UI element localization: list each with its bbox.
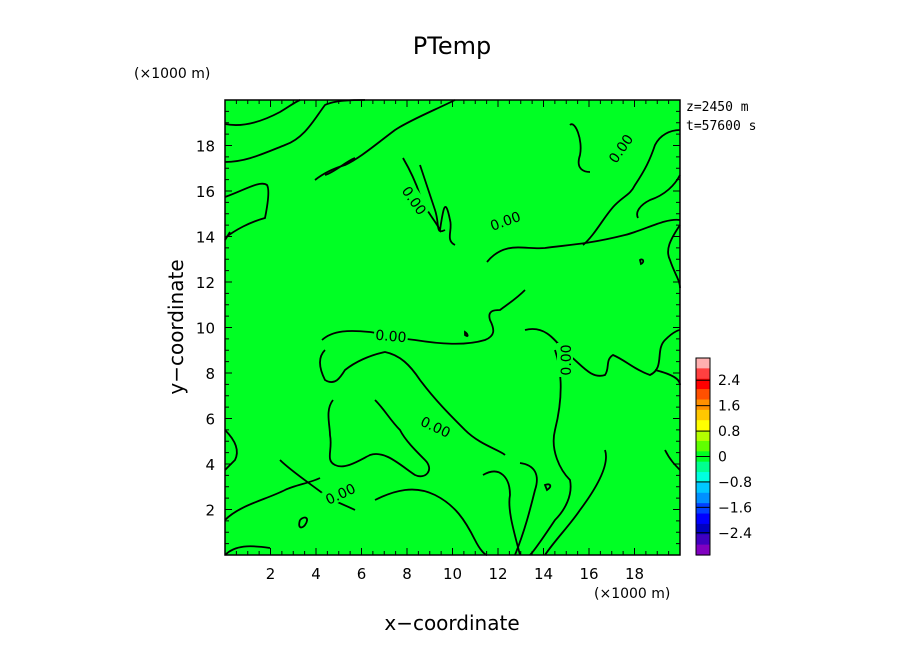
colorbar-swatch (696, 461, 710, 473)
contour-label-bg (557, 343, 573, 377)
colorbar-swatch (696, 430, 710, 442)
contour-line (374, 488, 488, 556)
contour-line (514, 462, 538, 556)
x-tick-label: 10 (443, 565, 462, 583)
colorbar-swatch (696, 389, 710, 401)
colorbar-swatch (696, 409, 710, 421)
colorbar-label: −1.6 (718, 500, 752, 516)
contour-line (224, 429, 238, 471)
x-tick-label: 4 (311, 565, 321, 583)
x-tick-label: 16 (579, 565, 598, 583)
colorbar-swatch (696, 534, 710, 546)
contour-label-bg (398, 181, 432, 219)
y-tick-label: 2 (205, 502, 215, 520)
x-unit-label: (×1000 m) (594, 586, 670, 602)
contour-line (544, 449, 607, 556)
contour-label: 0.00 (375, 328, 407, 347)
colorbar-swatch (696, 492, 710, 504)
contour-line (224, 182, 270, 239)
contour-line (486, 218, 681, 263)
x-tick-labels: 2 4 6 8 10 12 14 16 18 (266, 565, 644, 583)
contour-line (464, 330, 469, 337)
y-tick-label: 4 (205, 456, 215, 474)
contour-label-bg (603, 129, 637, 167)
y-tick-label: 8 (205, 365, 215, 383)
contour-line (638, 258, 645, 266)
colorbar-label: 2.4 (718, 373, 740, 389)
colorbar-label: 0 (718, 450, 727, 466)
colorbar-label: −0.8 (718, 475, 752, 491)
contour-line (529, 349, 572, 556)
x-tick-label: 6 (357, 565, 367, 583)
contour-line (582, 129, 681, 246)
x-tick-label: 18 (625, 565, 644, 583)
z-level-label: z=2450 m (686, 100, 749, 115)
contour-label-bg (486, 206, 524, 234)
colorbar-swatch (696, 440, 710, 452)
x-axis-title: x−coordinate (384, 611, 519, 635)
x-tick-label: 8 (402, 565, 412, 583)
contour-label-bg (417, 411, 455, 441)
y-tick-label: 18 (196, 138, 215, 156)
colorbar-swatch (696, 503, 710, 515)
colorbar-swatch (696, 482, 710, 494)
colorbar-swatch (696, 378, 710, 390)
field-fill (225, 100, 680, 555)
y-tick-label: 10 (196, 320, 215, 338)
colorbar-swatch (696, 513, 710, 525)
contour-line (298, 516, 308, 529)
y-axis-title: y−coordinate (164, 259, 188, 394)
plot-frame (224, 99, 681, 556)
time-label: t=57600 s (686, 119, 756, 134)
contour-lines (224, 99, 681, 556)
colorbar-swatch (696, 544, 710, 556)
contour-label: 0.00 (559, 344, 575, 375)
colorbar-swatch (696, 368, 710, 380)
x-tick-label: 12 (488, 565, 507, 583)
y-tick-labels: 2 4 6 8 10 12 14 16 18 (196, 138, 215, 520)
colorbar-swatch (696, 523, 710, 535)
y-tick-label: 14 (196, 229, 215, 247)
colorbar-swatch (696, 399, 710, 411)
colorbar-labels: 2.4 1.6 0.8 0 −0.8 −1.6 −2.4 (696, 373, 752, 542)
contour-line (224, 99, 301, 126)
contour-line (224, 477, 321, 521)
y-tick-label: 12 (196, 274, 215, 292)
contour-line (482, 470, 521, 556)
contour-label-bg (321, 478, 359, 508)
contour-line (327, 399, 430, 478)
contour-line (321, 289, 526, 345)
contour-line (636, 174, 681, 219)
contour-line (667, 224, 681, 289)
contour-label-bg (373, 325, 409, 345)
contour-line (402, 157, 456, 246)
colorbar-swatch (696, 358, 710, 369)
colorbar-label: 0.8 (718, 424, 740, 440)
x-tick-label: 14 (534, 565, 553, 583)
chart-title: PTemp (413, 32, 491, 60)
contour-line (319, 349, 506, 456)
y-tick-label: 6 (205, 411, 215, 429)
y-tick-label: 16 (196, 183, 215, 201)
contour-line (543, 483, 552, 492)
colorbar-swatch (696, 420, 710, 432)
contour-line (224, 545, 271, 556)
contour-line (664, 449, 681, 471)
contour-line (314, 99, 456, 181)
colorbar-label: 1.6 (718, 399, 740, 415)
y-unit-label: (×1000 m) (134, 66, 210, 82)
contour-line (324, 157, 356, 176)
colorbar-label: −2.4 (718, 526, 752, 542)
contour-line (419, 164, 446, 233)
colorbar (695, 357, 711, 556)
x-tick-label: 2 (266, 565, 276, 583)
contour-line (569, 123, 591, 173)
colorbar-swatch (696, 472, 710, 484)
